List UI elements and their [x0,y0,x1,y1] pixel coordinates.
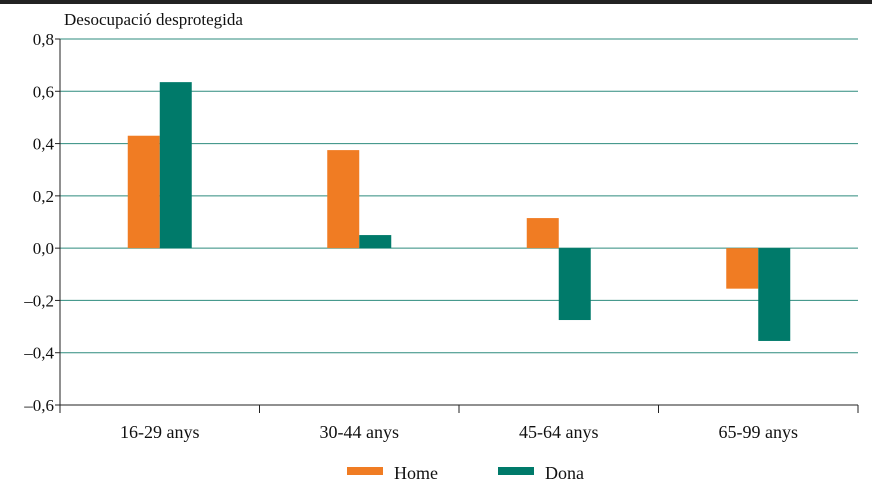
y-tick-label: –0,2 [23,291,54,310]
legend-label-home: Home [394,463,438,481]
y-tick-label: 0,6 [33,82,54,101]
legend-swatch-home [347,467,383,475]
y-axis-title: Desocupació desprotegida [64,10,243,29]
legend: Home Dona [347,463,584,481]
gridlines [60,38,858,354]
bar-dona-1 [159,82,192,249]
x-tick-label: 16-29 anys [120,422,200,442]
bar-home-3 [526,218,559,249]
labels: Desocupació desprotegida 0,8 0,6 0,4 0,2 0,0… [23,10,798,442]
axes [55,38,859,413]
bar-dona-3 [558,248,591,321]
legend-swatch-dona [498,467,534,475]
y-tick-label: –0,6 [23,396,54,415]
y-tick-label: 0,8 [33,30,54,49]
x-tick-label: 30-44 anys [320,422,400,442]
y-tick-label: 0,4 [33,135,55,154]
bar-dona-4 [758,248,791,341]
x-tick-label: 45-64 anys [519,422,599,442]
y-tick-label: –0,4 [23,344,54,363]
legend-label-dona: Dona [545,463,584,481]
bar-home-2 [327,150,360,249]
top-rule [0,0,872,4]
x-tick-label: 65-99 anys [719,422,799,442]
y-tick-label: 0,2 [33,187,54,206]
bar-home-1 [127,135,160,249]
bars [127,82,791,341]
y-tick-label: 0,0 [33,239,54,258]
bar-home-4 [726,248,759,289]
bar-dona-2 [359,235,392,249]
